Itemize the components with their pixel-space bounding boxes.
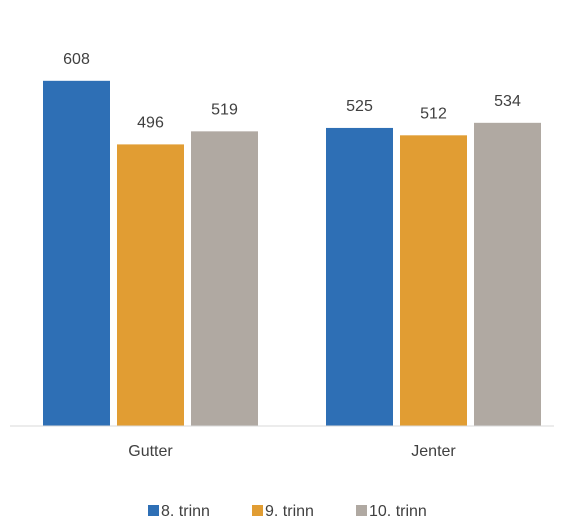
data-label-gutter-9-trinn: 496 [137, 114, 164, 131]
legend-item-10-trinn: 10. trinn [356, 503, 427, 519]
legend-item-8-trinn: 8. trinn [148, 503, 210, 519]
legend-item-9-trinn: 9. trinn [252, 503, 314, 519]
bars-layer [43, 80, 541, 427]
data-labels-layer: 608 496 519 525 512 534 [63, 51, 521, 132]
legend-label-8-trinn: 8. trinn [161, 503, 210, 519]
data-label-gutter-10-trinn: 519 [211, 101, 238, 118]
bar-gutter-10-trinn [191, 131, 258, 427]
legend-swatch-8-trinn [148, 505, 159, 516]
data-label-jenter-9-trinn: 512 [420, 105, 447, 122]
category-label-jenter: Jenter [411, 443, 456, 460]
legend-label-10-trinn: 10. trinn [369, 503, 427, 519]
legend-swatch-9-trinn [252, 505, 263, 516]
bar-gutter-8-trinn [43, 80, 110, 427]
category-labels-layer: Gutter Jenter [128, 443, 456, 460]
data-label-gutter-8-trinn: 608 [63, 51, 90, 68]
bar-jenter-9-trinn [400, 135, 467, 426]
data-label-jenter-10-trinn: 534 [494, 93, 521, 110]
legend-label-9-trinn: 9. trinn [265, 503, 314, 519]
data-label-jenter-8-trinn: 525 [346, 98, 373, 115]
legend-swatch-10-trinn [356, 505, 367, 516]
legend: 8. trinn 9. trinn 10. trinn [148, 503, 427, 519]
bar-jenter-10-trinn [474, 122, 541, 426]
category-label-gutter: Gutter [128, 443, 173, 460]
bar-jenter-8-trinn [326, 127, 393, 426]
bar-gutter-9-trinn [117, 144, 184, 426]
